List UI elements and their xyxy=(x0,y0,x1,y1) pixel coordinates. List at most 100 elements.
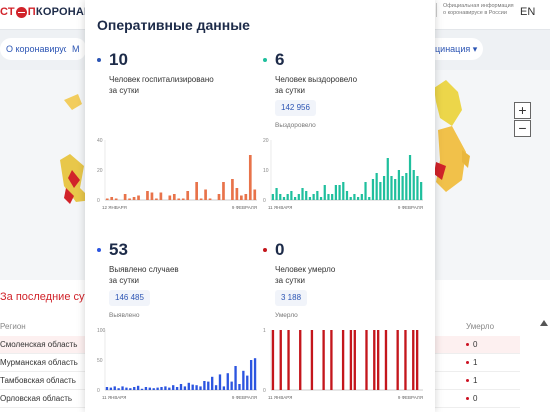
chart-bar[interactable] xyxy=(379,182,382,200)
chart-bar[interactable] xyxy=(242,370,245,390)
chart-bar[interactable] xyxy=(172,385,175,390)
chart-bar[interactable] xyxy=(168,195,172,201)
chart-bar[interactable] xyxy=(231,179,234,200)
chart-bar[interactable] xyxy=(133,387,136,390)
chart-bar[interactable] xyxy=(297,194,300,200)
chart-bar[interactable] xyxy=(305,191,308,200)
chart-bar[interactable] xyxy=(246,375,249,390)
chart-bar[interactable] xyxy=(290,191,293,200)
chart-bar[interactable] xyxy=(338,185,341,200)
chart-bar[interactable] xyxy=(155,198,158,201)
chart-bar[interactable] xyxy=(353,330,356,390)
chart-bar[interactable] xyxy=(217,194,221,200)
chart-bar[interactable] xyxy=(159,192,163,201)
chart-bar[interactable] xyxy=(175,387,179,390)
language-switch[interactable]: EN xyxy=(520,6,536,18)
chart-bar[interactable] xyxy=(121,386,124,390)
chart-bar[interactable] xyxy=(360,194,363,200)
chart-bar[interactable] xyxy=(207,381,210,390)
chart-bar[interactable] xyxy=(183,386,187,390)
chart-bar[interactable] xyxy=(331,194,334,200)
chart-bar[interactable] xyxy=(420,182,423,200)
chart-bar[interactable] xyxy=(322,330,325,390)
chart-bar[interactable] xyxy=(253,189,257,201)
chart-bar[interactable] xyxy=(218,374,222,390)
chart-bar[interactable] xyxy=(349,197,352,200)
chart-bar[interactable] xyxy=(132,197,136,200)
chart-bar[interactable] xyxy=(186,191,190,200)
chart-bar[interactable] xyxy=(222,182,225,200)
chart-bar[interactable] xyxy=(140,388,144,390)
chart-bar[interactable] xyxy=(319,197,323,200)
chart-bar[interactable] xyxy=(279,330,282,390)
chart-bar[interactable] xyxy=(371,179,375,200)
chart-bar[interactable] xyxy=(172,194,176,200)
chart-bar[interactable] xyxy=(195,385,198,390)
chart-bar[interactable] xyxy=(110,197,114,200)
chart-bar[interactable] xyxy=(345,191,349,200)
chart-bar[interactable] xyxy=(238,384,241,390)
chart-bar[interactable] xyxy=(310,330,314,390)
chart-bar[interactable] xyxy=(368,197,371,200)
chart-bar[interactable] xyxy=(299,330,302,390)
chart-bar[interactable] xyxy=(234,366,237,390)
chart-bar[interactable] xyxy=(271,194,274,200)
chart-bar[interactable] xyxy=(240,195,243,201)
chart-bar[interactable] xyxy=(382,176,386,200)
chart-bar[interactable] xyxy=(327,194,330,200)
chart-bar[interactable] xyxy=(105,387,109,390)
chart-bar[interactable] xyxy=(191,384,194,390)
chart-bar[interactable] xyxy=(364,182,367,200)
chart-bar[interactable] xyxy=(394,179,397,200)
chart-bar[interactable] xyxy=(114,198,118,201)
chart-bar[interactable] xyxy=(279,194,282,200)
chart-bar[interactable] xyxy=(129,388,132,390)
chart-bar[interactable] xyxy=(282,197,286,200)
column-header-region[interactable]: Регион xyxy=(0,322,26,331)
chart-bar[interactable] xyxy=(323,185,326,200)
chart-bar[interactable] xyxy=(293,197,297,200)
chart-bar[interactable] xyxy=(253,358,257,390)
chart-bar[interactable] xyxy=(396,330,399,390)
chart-bar[interactable] xyxy=(342,182,345,200)
chart-bar[interactable] xyxy=(152,388,155,390)
chart-bar[interactable] xyxy=(211,376,214,390)
chart-bar[interactable] xyxy=(248,155,252,200)
chart-bar[interactable] xyxy=(187,382,190,390)
chart-bar[interactable] xyxy=(271,330,275,390)
chart-bar[interactable] xyxy=(308,197,312,200)
site-logo[interactable]: СТ П КОРОНАВІ xyxy=(0,6,96,18)
chart-bar[interactable] xyxy=(105,198,109,201)
chart-bar[interactable] xyxy=(405,173,408,200)
chart-bar[interactable] xyxy=(128,198,131,201)
chart-bar[interactable] xyxy=(377,330,380,390)
chart-bar[interactable] xyxy=(397,170,401,200)
chart-bar[interactable] xyxy=(316,191,319,200)
chart-bar[interactable] xyxy=(390,176,393,200)
chart-bar[interactable] xyxy=(230,381,233,390)
chart-bar[interactable] xyxy=(144,387,148,390)
chart-bar[interactable] xyxy=(386,158,389,200)
chart-bar[interactable] xyxy=(222,386,226,390)
chart-bar[interactable] xyxy=(412,170,415,200)
chart-bar[interactable] xyxy=(384,330,388,390)
nav-vaccination[interactable]: ацинация ▾ xyxy=(424,38,484,60)
chart-bar[interactable] xyxy=(357,197,360,200)
chart-bar[interactable] xyxy=(113,386,116,390)
chart-bar[interactable] xyxy=(195,182,198,200)
chart-bar[interactable] xyxy=(204,189,207,201)
chart-bar[interactable] xyxy=(146,191,149,200)
chart-bar[interactable] xyxy=(226,373,229,390)
chart-bar[interactable] xyxy=(168,387,171,390)
chart-bar[interactable] xyxy=(244,194,248,200)
chart-bar[interactable] xyxy=(137,195,140,201)
chart-bar[interactable] xyxy=(375,173,378,200)
chart-bar[interactable] xyxy=(123,194,127,200)
chart-bar[interactable] xyxy=(415,330,419,390)
zoom-in-button[interactable]: + xyxy=(514,102,531,119)
scroll-up-arrow-icon[interactable] xyxy=(540,320,548,326)
chart-bar[interactable] xyxy=(181,198,185,201)
chart-bar[interactable] xyxy=(199,386,202,390)
chart-bar[interactable] xyxy=(286,194,289,200)
chart-bar[interactable] xyxy=(301,188,304,200)
